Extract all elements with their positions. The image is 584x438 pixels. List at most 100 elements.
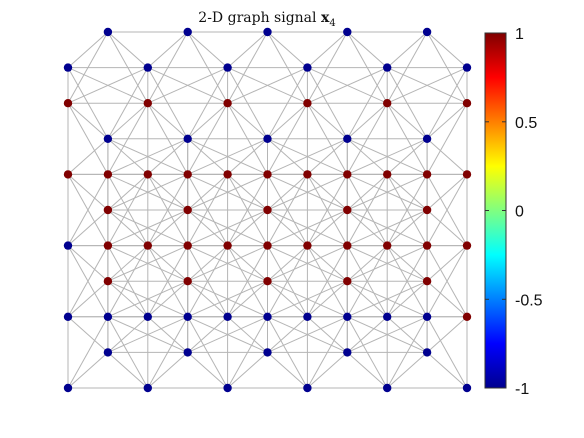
graph-edge <box>267 316 348 353</box>
graph-edge <box>227 280 268 318</box>
graph-node <box>462 99 472 108</box>
graph-edge <box>347 209 428 247</box>
graph-edge <box>307 209 348 246</box>
graph-node <box>422 27 432 37</box>
graph-node <box>303 99 312 108</box>
graph-edge <box>107 245 149 282</box>
graph-edge <box>227 67 308 104</box>
graph-edge <box>67 31 109 68</box>
graph-edge <box>187 31 228 68</box>
graph-edge <box>107 280 188 318</box>
graph-node <box>343 277 352 286</box>
graph-edge <box>386 245 428 282</box>
graph-node <box>383 170 392 179</box>
graph-edge <box>386 280 428 318</box>
graph-node <box>103 277 113 286</box>
graph-node <box>422 241 432 250</box>
graph-edge <box>147 138 189 175</box>
graph-edge <box>267 352 308 389</box>
graph-edge <box>267 173 348 211</box>
graph-edge <box>107 138 149 175</box>
title-symbol: x <box>321 10 330 26</box>
graph-edge <box>267 174 308 211</box>
graph-nodes <box>63 27 472 393</box>
graph-edge <box>67 174 109 211</box>
graph-edge <box>187 102 228 140</box>
graph-edge <box>227 316 268 353</box>
graph-edge <box>187 280 228 318</box>
graph-node <box>143 241 152 250</box>
graph-edge <box>426 245 468 282</box>
graph-edge <box>187 173 268 211</box>
graph-edge <box>346 280 388 318</box>
graph-node <box>63 312 73 321</box>
graph-edge <box>67 245 109 282</box>
graph-node <box>63 170 73 179</box>
graph-edge <box>426 102 468 140</box>
graph-node <box>263 277 272 286</box>
graph-edge <box>107 173 188 211</box>
graph-node <box>303 63 312 72</box>
graph-node <box>383 312 392 321</box>
graph-edge <box>267 102 308 140</box>
graph-edge <box>107 31 149 68</box>
graph-node <box>143 170 152 179</box>
graph-edge <box>346 316 388 353</box>
graph-edge <box>386 67 468 104</box>
graph-edge <box>347 245 428 282</box>
graph-edge <box>147 102 189 140</box>
graph-node <box>422 170 432 179</box>
graph-node <box>103 27 113 37</box>
colorbar-tick-label: 0.5 <box>515 115 537 132</box>
graph-edge <box>187 138 228 175</box>
graph-edge <box>187 209 228 246</box>
graph-edge <box>307 316 348 353</box>
graph-node <box>303 170 312 179</box>
graph-node <box>103 312 113 321</box>
graph-edge <box>426 174 468 246</box>
graph-node <box>343 241 352 250</box>
graph-node <box>343 205 352 215</box>
colorbar-tick-label: -1 <box>515 381 529 398</box>
graph-edges <box>67 31 468 389</box>
graph-edge <box>346 209 388 246</box>
graph-edge <box>307 245 348 282</box>
graph-edge <box>307 67 388 104</box>
graph-edge <box>267 280 308 318</box>
graph-edge <box>307 102 348 140</box>
graph-edge <box>426 316 468 389</box>
graph-node <box>263 170 272 179</box>
graph-node <box>383 63 392 72</box>
graph-node <box>103 241 113 250</box>
graph-node <box>103 170 113 179</box>
graph-edge <box>426 316 468 353</box>
graph-node <box>143 383 152 393</box>
graph-node <box>223 312 232 321</box>
graph-edge <box>307 352 348 389</box>
graph-edge <box>67 280 109 318</box>
graph-node <box>462 383 472 393</box>
graph-edge <box>67 102 109 175</box>
graph-node <box>263 205 272 215</box>
graph-node <box>422 205 432 215</box>
graph-edge <box>147 174 189 211</box>
graph-node <box>303 241 312 250</box>
colorbar-tick-label: 1 <box>515 26 524 43</box>
graph-edge <box>227 102 268 140</box>
graph-edge <box>426 245 468 318</box>
graph-edge <box>67 316 109 353</box>
graph-node <box>303 312 312 321</box>
graph-edge <box>426 280 468 318</box>
graph-node <box>183 170 192 179</box>
graph-edge <box>147 352 189 389</box>
graph-edge <box>386 138 428 175</box>
graph-node <box>462 170 472 179</box>
graph-edge <box>386 209 428 246</box>
graph-node <box>343 134 352 143</box>
colorbar-tick-label: -0.5 <box>515 292 543 309</box>
graph-edge <box>187 245 268 282</box>
graph-node <box>183 205 192 215</box>
graph-node <box>263 134 272 143</box>
graph-node <box>183 348 192 357</box>
graph-edge <box>107 316 149 353</box>
